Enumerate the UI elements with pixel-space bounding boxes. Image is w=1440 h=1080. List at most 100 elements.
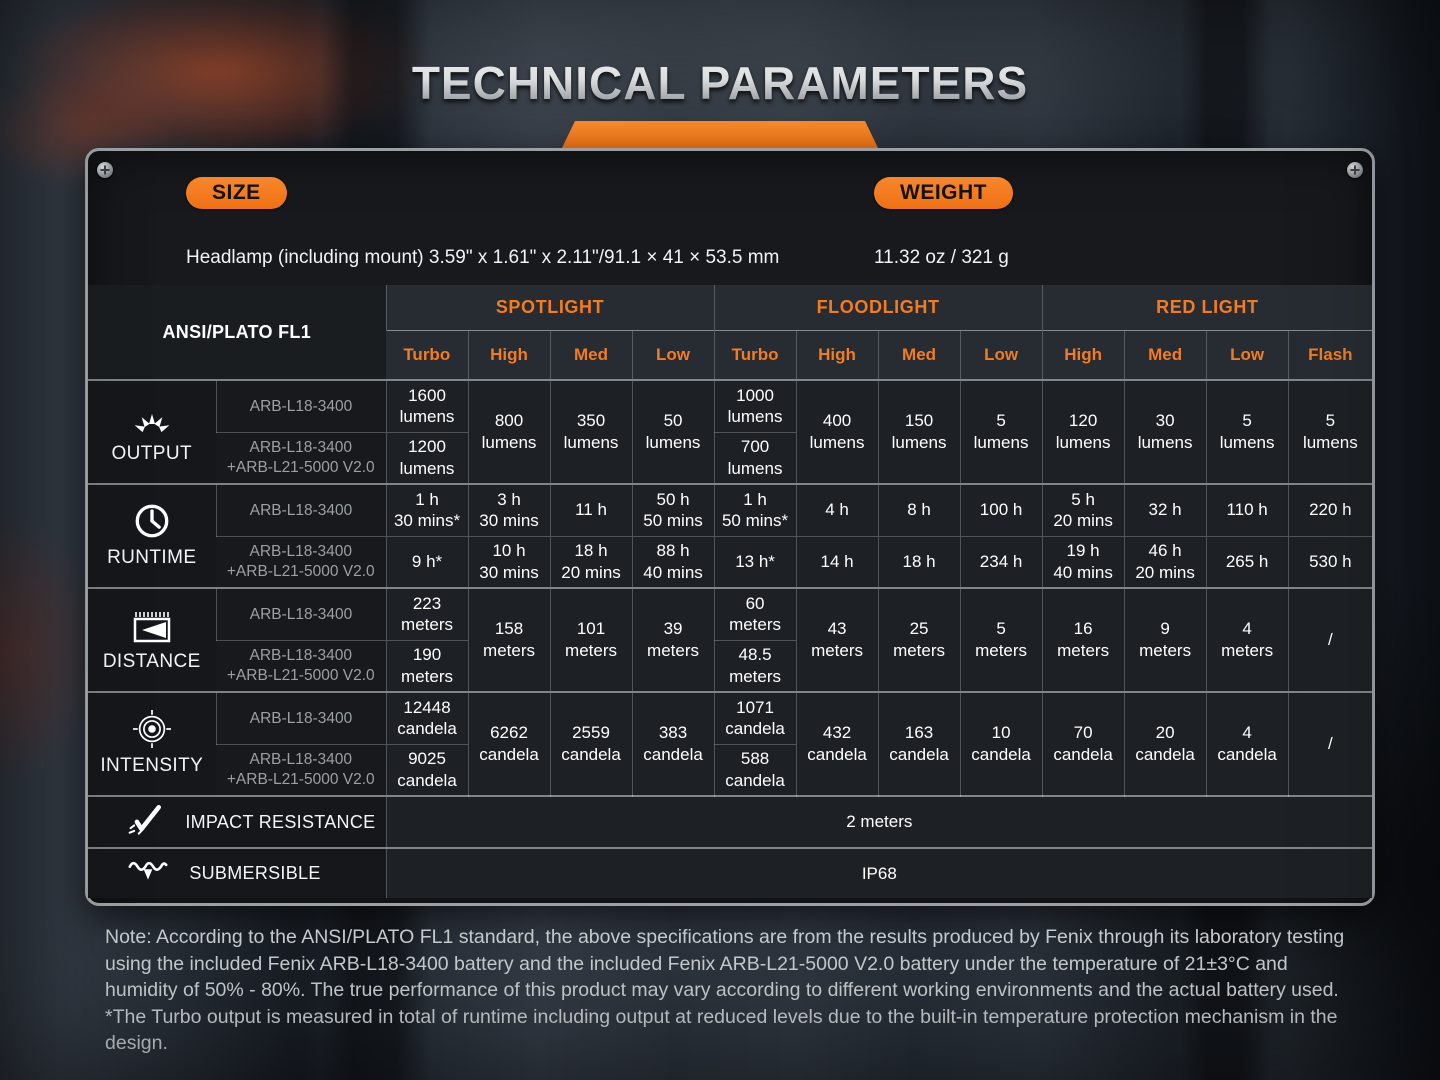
spec-value: 1000 lumens (713, 379, 797, 433)
group-header-spotlight: SPOTLIGHT (385, 285, 715, 330)
footnotes: Note: According to the ANSI/PLATO FL1 st… (105, 924, 1361, 1057)
spec-value: 19 h 40 mins (1041, 536, 1125, 588)
spec-value: 2559 candela (549, 691, 633, 796)
spec-value: 432 candela (795, 691, 879, 796)
spec-value: 8 h (877, 483, 961, 537)
row-label-impact: IMPACT RESISTANCE (88, 795, 387, 848)
battery-cell: ARB-L18-3400 (215, 483, 387, 537)
spec-value: 1200 lumens (385, 432, 469, 484)
spec-value: 5 lumens (1205, 379, 1289, 484)
spec-value: IP68 (385, 847, 1373, 898)
spec-value: 70 candela (1041, 691, 1125, 796)
spec-value: 700 lumens (713, 432, 797, 484)
mode-header: Turbo (386, 329, 469, 380)
row-label-intensity: INTENSITY (88, 691, 216, 796)
spec-value: 350 lumens (549, 379, 633, 484)
spec-value: 400 lumens (795, 379, 879, 484)
row-label-distance: DISTANCE (88, 587, 216, 692)
battery-cell: ARB-L18-3400 (215, 587, 387, 641)
spec-value: 3 h 30 mins (467, 483, 551, 537)
spec-value: 60 meters (713, 587, 797, 641)
spec-value: 265 h (1205, 536, 1289, 588)
note-asterisk: *The Turbo output is measured in total o… (105, 1005, 1338, 1055)
spec-value: 12448 candela (385, 691, 469, 745)
spec-value: 223 meters (385, 587, 469, 641)
size-badge: SIZE (186, 177, 287, 209)
orange-tab-shape (561, 121, 879, 150)
spec-value: 588 candela (713, 744, 797, 796)
mode-header: High (1041, 329, 1125, 380)
spec-value: 88 h 40 mins (631, 536, 715, 588)
spec-value: 9025 candela (385, 744, 469, 796)
spec-value: 11 h (549, 483, 633, 537)
target-icon (88, 709, 216, 748)
spec-value: 1 h 50 mins* (713, 483, 797, 537)
spec-value: 800 lumens (467, 379, 551, 484)
spec-value: 383 candela (631, 691, 715, 796)
spec-value: 46 h 20 mins (1123, 536, 1207, 588)
spec-value: 9 meters (1123, 587, 1207, 692)
spec-value: 43 meters (795, 587, 879, 692)
spec-value: 50 h 50 mins (631, 483, 715, 537)
spec-value: 5 lumens (1287, 379, 1373, 484)
spec-value: 13 h* (713, 536, 797, 588)
spec-value: 10 candela (959, 691, 1043, 796)
mode-header: Low (1205, 329, 1289, 380)
beam-distance-icon (88, 608, 216, 644)
impact-check-icon (126, 804, 166, 841)
clock-icon (88, 504, 216, 540)
spec-value: 25 meters (877, 587, 961, 692)
weight-line-1: 11.32 oz / 321 g (874, 246, 1009, 268)
spec-value: 163 candela (877, 691, 961, 796)
spec-value: 14 h (795, 536, 879, 588)
battery-cell: ARB-L18-3400 +ARB-L21-5000 V2.0 (216, 432, 387, 484)
mode-header: High (467, 329, 551, 380)
mode-header: Low (631, 329, 715, 380)
spec-table: ANSI/PLATO FL1 SPOTLIGHT FLOODLIGHT RED … (88, 285, 1373, 898)
water-waves-icon (126, 858, 170, 889)
spec-value: 5 h 20 mins (1041, 483, 1125, 537)
battery-cell: ARB-L18-3400 +ARB-L21-5000 V2.0 (216, 640, 387, 692)
spec-value: 530 h (1287, 536, 1373, 588)
spec-value: 100 h (959, 483, 1043, 537)
spec-value: 120 lumens (1041, 379, 1125, 484)
sun-rays-icon (88, 400, 216, 436)
battery-cell: ARB-L18-3400 (215, 379, 387, 433)
spec-value: 50 lumens (631, 379, 715, 484)
spec-value: / (1287, 587, 1373, 692)
spec-value: 1071 candela (713, 691, 797, 745)
spec-value: 20 candela (1123, 691, 1207, 796)
screw-icon (97, 162, 113, 178)
note-main: Note: According to the ANSI/PLATO FL1 st… (105, 926, 1345, 1002)
size-weight-section: SIZE Headlamp (including mount) 3.59" x … (88, 151, 1372, 322)
spec-value: 190 meters (385, 640, 469, 692)
spec-value: 30 lumens (1123, 379, 1207, 484)
spec-value: 150 lumens (877, 379, 961, 484)
size-line-1: Headlamp (including mount) 3.59" x 1.61"… (186, 246, 780, 268)
spec-value: 10 h 30 mins (467, 536, 551, 588)
battery-cell: ARB-L18-3400 +ARB-L21-5000 V2.0 (216, 744, 387, 796)
spec-value: 101 meters (549, 587, 633, 692)
spec-value: 220 h (1287, 483, 1373, 537)
spec-value: 158 meters (467, 587, 551, 692)
spec-value: 110 h (1205, 483, 1289, 537)
screw-icon (1347, 162, 1363, 178)
mode-header: Low (959, 329, 1043, 380)
group-header-redlight: RED LIGHT (1041, 285, 1373, 330)
spec-value: 18 h (877, 536, 961, 588)
spec-value: 4 candela (1205, 691, 1289, 796)
spec-value: 18 h 20 mins (549, 536, 633, 588)
mode-header: High (795, 329, 879, 380)
battery-cell: ARB-L18-3400 +ARB-L21-5000 V2.0 (216, 536, 387, 588)
row-label-runtime: RUNTIME (88, 483, 216, 588)
spec-value: 39 meters (631, 587, 715, 692)
spec-value: 6262 candela (467, 691, 551, 796)
spec-value: 1600 lumens (385, 379, 469, 433)
weight-badge: WEIGHT (874, 177, 1013, 209)
table-corner-header: ANSI/PLATO FL1 (88, 285, 387, 380)
spec-value: / (1287, 691, 1373, 796)
mode-header: Med (1123, 329, 1207, 380)
spec-value: 5 lumens (959, 379, 1043, 484)
spec-value: 48.5 meters (713, 640, 797, 692)
row-label-submersible: SUBMERSIBLE (88, 847, 387, 898)
